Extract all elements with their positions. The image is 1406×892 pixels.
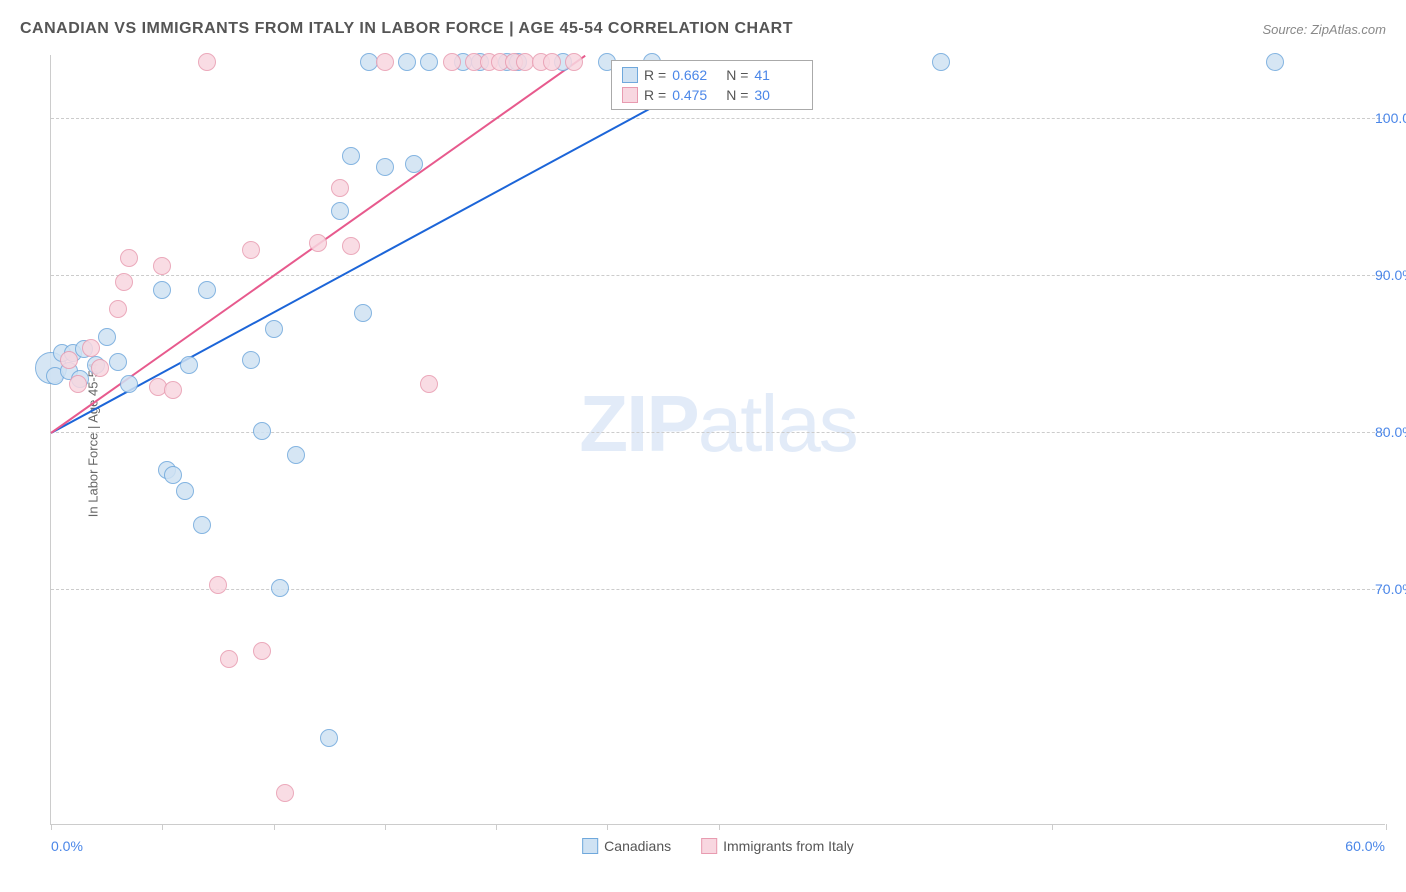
legend-r-value: 0.475 — [672, 87, 720, 103]
data-point — [420, 53, 438, 71]
data-point — [153, 257, 171, 275]
data-point — [220, 650, 238, 668]
legend-swatch — [582, 838, 598, 854]
gridline — [51, 432, 1385, 433]
data-point — [242, 351, 260, 369]
legend-n-label: N = — [726, 67, 748, 83]
x-min-label: 0.0% — [51, 838, 83, 854]
source-attribution: Source: ZipAtlas.com — [1262, 22, 1386, 37]
data-point — [253, 422, 271, 440]
gridline — [51, 275, 1385, 276]
legend-n-value: 41 — [754, 67, 802, 83]
legend-swatch — [622, 67, 638, 83]
x-tick — [1052, 824, 1053, 830]
x-tick — [719, 824, 720, 830]
chart-title: CANADIAN VS IMMIGRANTS FROM ITALY IN LAB… — [20, 20, 793, 38]
x-tick — [274, 824, 275, 830]
data-point — [309, 234, 327, 252]
data-point — [331, 202, 349, 220]
chart-plot-area: In Labor Force | Age 45-54 ZIPatlas 70.0… — [50, 55, 1385, 825]
legend-n-label: N = — [726, 87, 748, 103]
x-tick — [51, 824, 52, 830]
legend-swatch — [701, 838, 717, 854]
data-point — [164, 381, 182, 399]
data-point — [271, 579, 289, 597]
series-legend-label: Immigrants from Italy — [723, 838, 854, 854]
x-tick — [496, 824, 497, 830]
gridline — [51, 589, 1385, 590]
header: CANADIAN VS IMMIGRANTS FROM ITALY IN LAB… — [20, 20, 1386, 38]
data-point — [98, 328, 116, 346]
series-legend-item: Immigrants from Italy — [701, 838, 854, 854]
data-point — [376, 158, 394, 176]
data-point — [176, 482, 194, 500]
legend-swatch — [622, 87, 638, 103]
data-point — [91, 359, 109, 377]
legend-r-value: 0.662 — [672, 67, 720, 83]
data-point — [265, 320, 283, 338]
x-tick — [162, 824, 163, 830]
data-point — [115, 273, 133, 291]
data-point — [420, 375, 438, 393]
data-point — [354, 304, 372, 322]
data-point — [153, 281, 171, 299]
data-point — [331, 179, 349, 197]
data-point — [60, 351, 78, 369]
legend-r-label: R = — [644, 87, 666, 103]
data-point — [443, 53, 461, 71]
y-tick-label: 80.0% — [1375, 424, 1406, 440]
data-point — [120, 375, 138, 393]
data-point — [342, 147, 360, 165]
correlation-legend-row: R = 0.662 N = 41 — [622, 65, 802, 85]
data-point — [253, 642, 271, 660]
series-legend: Canadians Immigrants from Italy — [582, 838, 854, 854]
data-point — [276, 784, 294, 802]
y-tick-label: 100.0% — [1375, 110, 1406, 126]
data-point — [342, 237, 360, 255]
data-point — [109, 353, 127, 371]
data-point — [405, 155, 423, 173]
legend-n-value: 30 — [754, 87, 802, 103]
data-point — [120, 249, 138, 267]
data-point — [198, 53, 216, 71]
y-axis-label: In Labor Force | Age 45-54 — [86, 362, 101, 516]
x-tick — [1386, 824, 1387, 830]
correlation-legend-row: R = 0.475 N = 30 — [622, 85, 802, 105]
series-legend-label: Canadians — [604, 838, 671, 854]
data-point — [320, 729, 338, 747]
data-point — [193, 516, 211, 534]
legend-r-label: R = — [644, 67, 666, 83]
data-point — [109, 300, 127, 318]
data-point — [287, 446, 305, 464]
gridline — [51, 118, 1385, 119]
x-tick — [607, 824, 608, 830]
correlation-legend: R = 0.662 N = 41 R = 0.475 N = 30 — [611, 60, 813, 110]
watermark: ZIPatlas — [579, 378, 856, 470]
data-point — [69, 375, 87, 393]
data-point — [242, 241, 260, 259]
data-point — [398, 53, 416, 71]
data-point — [164, 466, 182, 484]
data-point — [1266, 53, 1284, 71]
data-point — [209, 576, 227, 594]
series-legend-item: Canadians — [582, 838, 671, 854]
x-max-label: 60.0% — [1345, 838, 1385, 854]
data-point — [82, 339, 100, 357]
data-point — [376, 53, 394, 71]
data-point — [565, 53, 583, 71]
y-tick-label: 90.0% — [1375, 267, 1406, 283]
x-tick — [385, 824, 386, 830]
data-point — [180, 356, 198, 374]
y-tick-label: 70.0% — [1375, 581, 1406, 597]
data-point — [198, 281, 216, 299]
data-point — [543, 53, 561, 71]
data-point — [932, 53, 950, 71]
